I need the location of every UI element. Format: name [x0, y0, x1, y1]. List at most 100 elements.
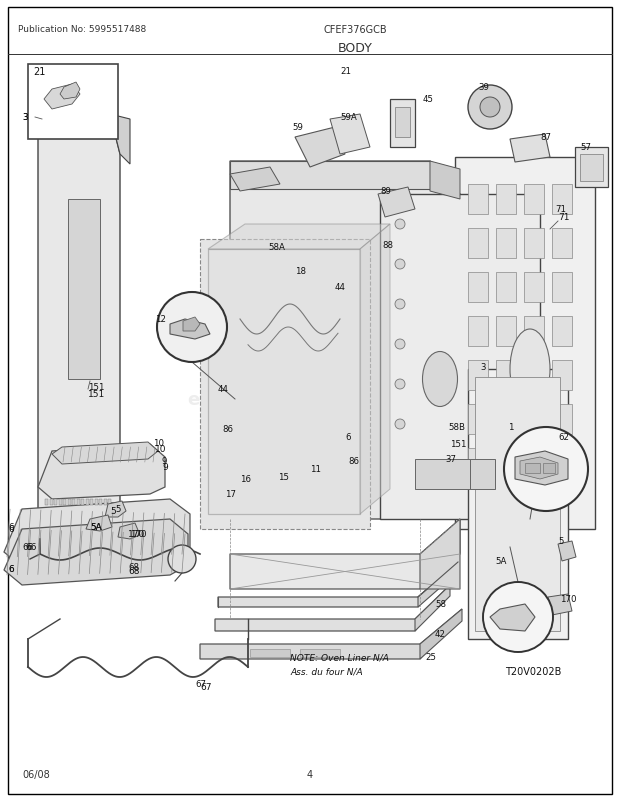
Bar [54, 500, 57, 505]
Text: 5A: 5A [90, 523, 102, 532]
Bar [468, 404, 488, 435]
Text: 58A: 58A [268, 243, 285, 252]
Polygon shape [420, 610, 462, 659]
Polygon shape [183, 318, 200, 331]
Text: 44: 44 [218, 385, 229, 394]
Polygon shape [200, 240, 370, 529]
Bar [104, 500, 107, 505]
Text: 39: 39 [478, 83, 489, 92]
Bar [72, 500, 75, 505]
Text: 170: 170 [130, 530, 146, 539]
Text: 170: 170 [560, 595, 577, 604]
Polygon shape [415, 585, 450, 631]
Bar [480, 449, 515, 475]
Polygon shape [548, 594, 572, 615]
Polygon shape [218, 562, 458, 607]
Polygon shape [105, 501, 126, 517]
Text: 3: 3 [22, 113, 27, 123]
Text: 67: 67 [200, 683, 211, 691]
Polygon shape [418, 562, 458, 607]
Circle shape [483, 582, 553, 652]
Text: 71: 71 [558, 213, 570, 222]
Text: 9: 9 [162, 463, 168, 472]
Polygon shape [208, 249, 360, 514]
Text: 57: 57 [580, 144, 591, 152]
Bar [496, 273, 516, 302]
Polygon shape [378, 188, 415, 217]
Bar [496, 448, 516, 479]
Circle shape [157, 293, 227, 363]
Text: eReplacementParts.com: eReplacementParts.com [187, 391, 433, 408]
Ellipse shape [422, 352, 458, 407]
Text: 42: 42 [435, 630, 446, 638]
Text: 66: 66 [25, 543, 37, 552]
Polygon shape [230, 162, 460, 520]
Text: 59A: 59A [340, 113, 356, 123]
Text: 5: 5 [115, 505, 120, 514]
Text: 170: 170 [128, 530, 145, 539]
Bar [524, 229, 544, 259]
Text: 4: 4 [307, 769, 313, 779]
Bar [496, 317, 516, 346]
Text: 18: 18 [295, 267, 306, 276]
Circle shape [395, 339, 405, 350]
Polygon shape [230, 520, 460, 589]
Text: 17: 17 [225, 490, 236, 499]
Polygon shape [295, 128, 345, 168]
Bar [468, 448, 488, 479]
Text: Publication No: 5995517488: Publication No: 5995517488 [18, 26, 146, 34]
Bar [415, 460, 470, 489]
Polygon shape [558, 541, 576, 561]
Bar [552, 273, 572, 302]
Text: 21: 21 [340, 67, 351, 76]
Circle shape [168, 545, 196, 573]
Polygon shape [38, 444, 165, 500]
Polygon shape [468, 370, 568, 639]
Bar [543, 464, 555, 473]
Bar [63, 500, 66, 505]
Bar [108, 500, 111, 505]
Bar [81, 500, 84, 505]
Text: 151: 151 [88, 383, 105, 392]
Text: Ass. du four N/A: Ass. du four N/A [290, 666, 363, 675]
Polygon shape [200, 610, 462, 659]
Text: 59: 59 [292, 124, 303, 132]
Polygon shape [490, 604, 535, 631]
Text: 6: 6 [8, 565, 14, 573]
Bar [468, 361, 488, 391]
Polygon shape [230, 162, 430, 190]
Polygon shape [430, 162, 460, 200]
Bar [50, 500, 53, 505]
Polygon shape [475, 378, 560, 631]
Bar [524, 361, 544, 391]
Bar [99, 500, 102, 505]
Circle shape [504, 427, 588, 512]
Polygon shape [68, 200, 100, 379]
Text: CFEF376GCB: CFEF376GCB [323, 25, 387, 35]
Bar [552, 361, 572, 391]
Bar [94, 500, 97, 505]
Polygon shape [330, 115, 370, 155]
Bar [552, 448, 572, 479]
Ellipse shape [510, 330, 550, 410]
Text: 3: 3 [22, 113, 28, 123]
Bar [470, 460, 495, 489]
Text: 3: 3 [480, 363, 485, 372]
Bar [45, 500, 48, 505]
Text: 21: 21 [33, 67, 45, 77]
Bar [552, 317, 572, 346]
Circle shape [480, 98, 500, 118]
Text: 10: 10 [155, 445, 167, 454]
Text: 15: 15 [278, 473, 289, 482]
Bar [58, 500, 61, 505]
Circle shape [395, 260, 405, 269]
Text: 86: 86 [222, 425, 233, 434]
Bar [552, 404, 572, 435]
Text: 88: 88 [382, 241, 393, 249]
Text: 58B: 58B [448, 423, 465, 432]
Bar [468, 317, 488, 346]
Text: 44: 44 [335, 283, 346, 292]
Polygon shape [110, 115, 130, 164]
Text: 68: 68 [128, 563, 139, 572]
Text: 151: 151 [450, 440, 466, 449]
